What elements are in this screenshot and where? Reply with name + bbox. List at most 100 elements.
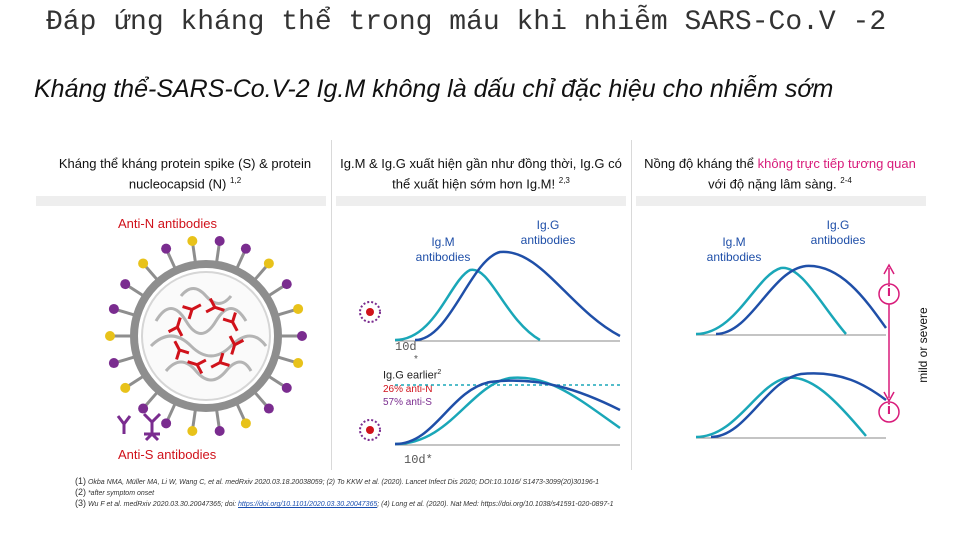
spike-head <box>263 403 274 414</box>
spike-head <box>161 243 172 254</box>
spike-stalk <box>215 409 221 428</box>
spike-head <box>120 279 131 290</box>
igg-curve <box>394 379 621 446</box>
virus-spikes <box>105 235 307 437</box>
column-header-severity: Nồng độ kháng thể không trực tiếp tương … <box>634 155 926 205</box>
anti-n-percent: 26% anti-N <box>383 384 433 395</box>
spike-stalk <box>166 402 177 421</box>
spike-head <box>161 418 172 429</box>
igm-curve <box>394 268 541 342</box>
spike-head <box>281 382 292 393</box>
column-header-virus: Kháng thể kháng protein spike (S) & prot… <box>40 155 330 205</box>
reference-number: (2) <box>75 487 86 497</box>
reference-text: ; (4) Long et al. (2020). Nat Med: https… <box>377 501 614 508</box>
severity-curves <box>695 263 900 439</box>
igg-earlier-label: Ig.G earlier2 <box>383 369 441 382</box>
reference-link[interactable]: https://doi.org/10.1101/2020.03.30.20047… <box>238 501 378 508</box>
info-icon <box>878 283 900 305</box>
igm-label: Ig.M antibodies <box>706 235 762 264</box>
column-header-sup: 2,3 <box>558 176 570 185</box>
column-divider <box>631 140 632 470</box>
spike-stalk <box>117 308 136 317</box>
spike-stalk <box>166 251 177 270</box>
day-label: 10d <box>395 340 417 354</box>
spike-stalk <box>144 265 159 282</box>
n-antibodies <box>167 297 245 375</box>
spike-head <box>297 331 307 341</box>
column-divider <box>331 140 332 470</box>
virus-icon <box>359 419 381 441</box>
column-header-text: Kháng thể kháng protein spike (S) & prot… <box>58 156 312 192</box>
igm-curve <box>695 376 867 439</box>
severity-axis-label: mild or severe <box>916 307 930 383</box>
antibody-icon <box>205 297 225 314</box>
spike-head <box>108 358 119 369</box>
column-header-text-post: với độ nặng lâm sàng. <box>708 176 837 192</box>
spike-stalk <box>127 284 145 298</box>
igg-curve <box>715 264 888 336</box>
spike-stalk <box>235 402 246 421</box>
reference-text: *after symptom onset <box>87 490 155 497</box>
antibody-icon <box>187 358 207 375</box>
info-icon-glyph: i <box>886 401 892 418</box>
spike-stalk <box>253 265 268 282</box>
spike-stalk <box>235 251 246 270</box>
reference-line: (1) Okba NMA, Müller MA, Li W, Wang C, e… <box>75 476 599 486</box>
info-icon-glyph: i <box>886 283 892 300</box>
column-header-text-pre: Nồng độ kháng thể <box>644 156 755 171</box>
spike-head <box>138 258 149 269</box>
virus-membrane <box>141 271 271 401</box>
antibody-icon <box>182 303 202 320</box>
reference-number: (3) <box>75 498 86 508</box>
virus-icon <box>359 301 381 323</box>
header-band <box>636 196 926 206</box>
antibody-icon <box>173 340 190 360</box>
column-header-highlight: không trực tiếp tương quan <box>757 156 916 171</box>
page-title: Đáp ứng kháng thể trong máu khi nhiễm SA… <box>46 7 887 38</box>
antibody-icon <box>167 317 184 337</box>
spike-stalk <box>144 390 159 407</box>
reference-text: Okba NMA, Müller MA, Li W, Wang C, et al… <box>87 479 599 486</box>
page-subtitle: Kháng thể-SARS-Co.V-2 Ig.M không là dấu … <box>34 75 834 103</box>
header-band <box>336 196 626 206</box>
igm-curve <box>695 266 847 336</box>
column-header-sup: 1,2 <box>230 176 242 185</box>
virus-rna <box>149 287 268 382</box>
reference-number: (1) <box>75 476 86 486</box>
spike-head <box>120 382 131 393</box>
spike-head <box>293 358 304 369</box>
spike-head <box>240 418 251 429</box>
igg-earlier-text: Ig.G earlier <box>383 369 438 382</box>
spike-head <box>187 426 198 437</box>
antibody-icon <box>210 352 230 369</box>
spike-head <box>214 426 225 437</box>
spike-head <box>138 403 149 414</box>
column-header-sup: 2-4 <box>840 176 852 185</box>
day-label: 10d* <box>404 453 433 467</box>
info-icon <box>878 401 900 423</box>
spike-stalk <box>276 355 295 364</box>
igg-label: Ig.G antibodies <box>520 218 576 247</box>
antibody-icon <box>142 412 162 442</box>
spike-head <box>214 235 225 246</box>
column-header-timing: Ig.M & Ig.G xuất hiện gần như đồng thời,… <box>336 155 626 205</box>
igm-curve <box>394 376 621 446</box>
timing-curves <box>359 250 621 446</box>
spike-head <box>105 331 115 341</box>
spike-stalk <box>267 284 285 298</box>
antibody-icon <box>222 312 239 332</box>
antibody-icon <box>116 415 132 434</box>
igg-curve <box>710 372 887 439</box>
spike-head <box>240 243 251 254</box>
spike-head <box>263 258 274 269</box>
spike-head <box>293 303 304 314</box>
reference-line: (3) Wu F et al. medRxiv 2020.03.30.20047… <box>75 498 613 508</box>
spike-stalk <box>191 244 197 263</box>
igg-earlier-sup: 2 <box>437 369 442 376</box>
igm-label: Ig.M antibodies <box>415 235 471 264</box>
spike-stalk <box>127 374 145 388</box>
spike-stalk <box>276 308 295 317</box>
spike-stalk <box>215 244 221 263</box>
virus-illustration <box>105 235 307 442</box>
igg-label: Ig.G antibodies <box>810 218 866 247</box>
